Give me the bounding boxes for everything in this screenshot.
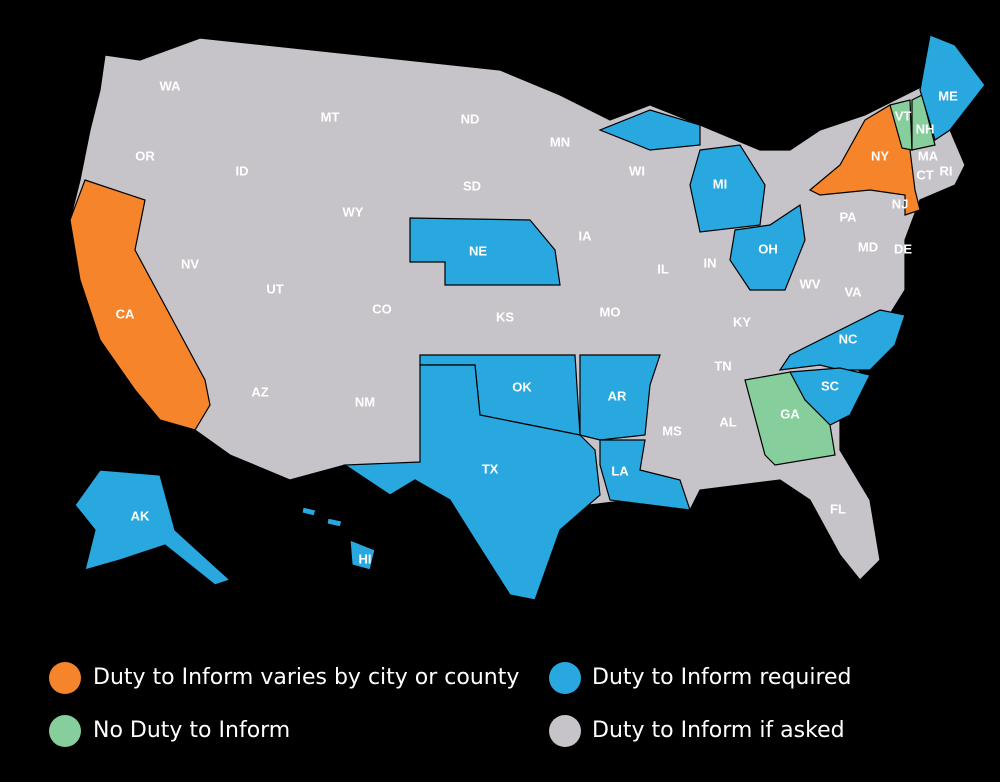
state-label: IA <box>579 228 593 243</box>
state-shape <box>301 506 317 517</box>
state-label: NY <box>871 148 889 163</box>
state-label: NH <box>916 121 935 136</box>
legend-swatch <box>549 715 581 747</box>
state-shape <box>409 217 561 286</box>
state-label: IN <box>704 255 717 270</box>
state-label: OR <box>135 148 155 163</box>
state-label: KY <box>733 314 751 329</box>
legend-swatch <box>549 662 581 694</box>
state-label: OK <box>512 379 532 394</box>
state-label: FL <box>830 501 846 516</box>
state-labels: WA MT ND MN OR ID WI MI NY VT NH ME MA CT RI SD WY NE IA NJ… <box>116 78 958 566</box>
state-shape <box>343 364 601 601</box>
state-label: VT <box>895 108 912 123</box>
state-shape <box>808 104 921 216</box>
state-shape <box>69 179 211 431</box>
state-label: CO <box>372 301 392 316</box>
state-label: NV <box>181 256 199 271</box>
state-label: WY <box>343 204 364 219</box>
state-label: SD <box>463 178 481 193</box>
state-label: AL <box>719 414 736 429</box>
state-shape <box>778 309 906 371</box>
state-label: NC <box>839 331 858 346</box>
state-label: ND <box>461 111 480 126</box>
state-label: AZ <box>251 384 268 399</box>
state-label: VA <box>844 284 862 299</box>
legend-swatch <box>49 715 81 747</box>
state-label: OH <box>758 241 778 256</box>
state-label: RI <box>940 163 953 178</box>
state-label: CA <box>116 306 135 321</box>
state-label: NJ <box>892 196 909 211</box>
state-label: MA <box>918 148 939 163</box>
legend-label: No Duty to Inform <box>93 718 290 743</box>
state-label: UT <box>266 281 283 296</box>
state-label: CT <box>916 167 933 182</box>
state-label: WV <box>800 276 821 291</box>
state-label: WI <box>629 163 645 178</box>
state-label: DE <box>894 241 912 256</box>
state-label: SC <box>821 378 840 393</box>
state-label: TN <box>714 358 731 373</box>
legend-label: Duty to Inform required <box>592 665 852 690</box>
state-label: ME <box>938 88 958 103</box>
state-label: MS <box>662 423 682 438</box>
legend-label: Duty to Inform if asked <box>592 718 845 743</box>
state-shape <box>689 144 766 233</box>
state-shape <box>579 354 661 441</box>
state-shape <box>911 94 936 151</box>
state-label: MT <box>321 109 340 124</box>
state-label: ID <box>236 163 249 178</box>
state-label: NM <box>355 394 375 409</box>
state-shape <box>919 34 986 141</box>
state-shape <box>744 371 836 466</box>
state-label: AR <box>608 388 627 403</box>
state-shape <box>598 109 701 151</box>
state-label: AK <box>131 508 150 523</box>
legend-label: Duty to Inform varies by city or county <box>93 665 519 690</box>
state-label: MN <box>550 134 570 149</box>
state-label: IL <box>657 261 669 276</box>
state-shape <box>326 517 343 528</box>
state-shape <box>74 469 232 586</box>
state-label: NE <box>469 243 487 258</box>
state-label: LA <box>611 463 629 478</box>
state-shape <box>729 203 806 291</box>
state-label: MO <box>600 304 621 319</box>
state-label: MD <box>858 239 878 254</box>
state-label: WA <box>160 78 182 93</box>
state-label: MI <box>713 176 727 191</box>
state-label: PA <box>839 209 857 224</box>
state-shape <box>599 439 691 511</box>
legend-swatch <box>49 662 81 694</box>
state-label: TX <box>482 461 499 476</box>
state-label: GA <box>780 406 800 421</box>
state-label: KS <box>496 309 514 324</box>
state-shape <box>349 539 376 571</box>
state-label: HI <box>359 551 372 566</box>
